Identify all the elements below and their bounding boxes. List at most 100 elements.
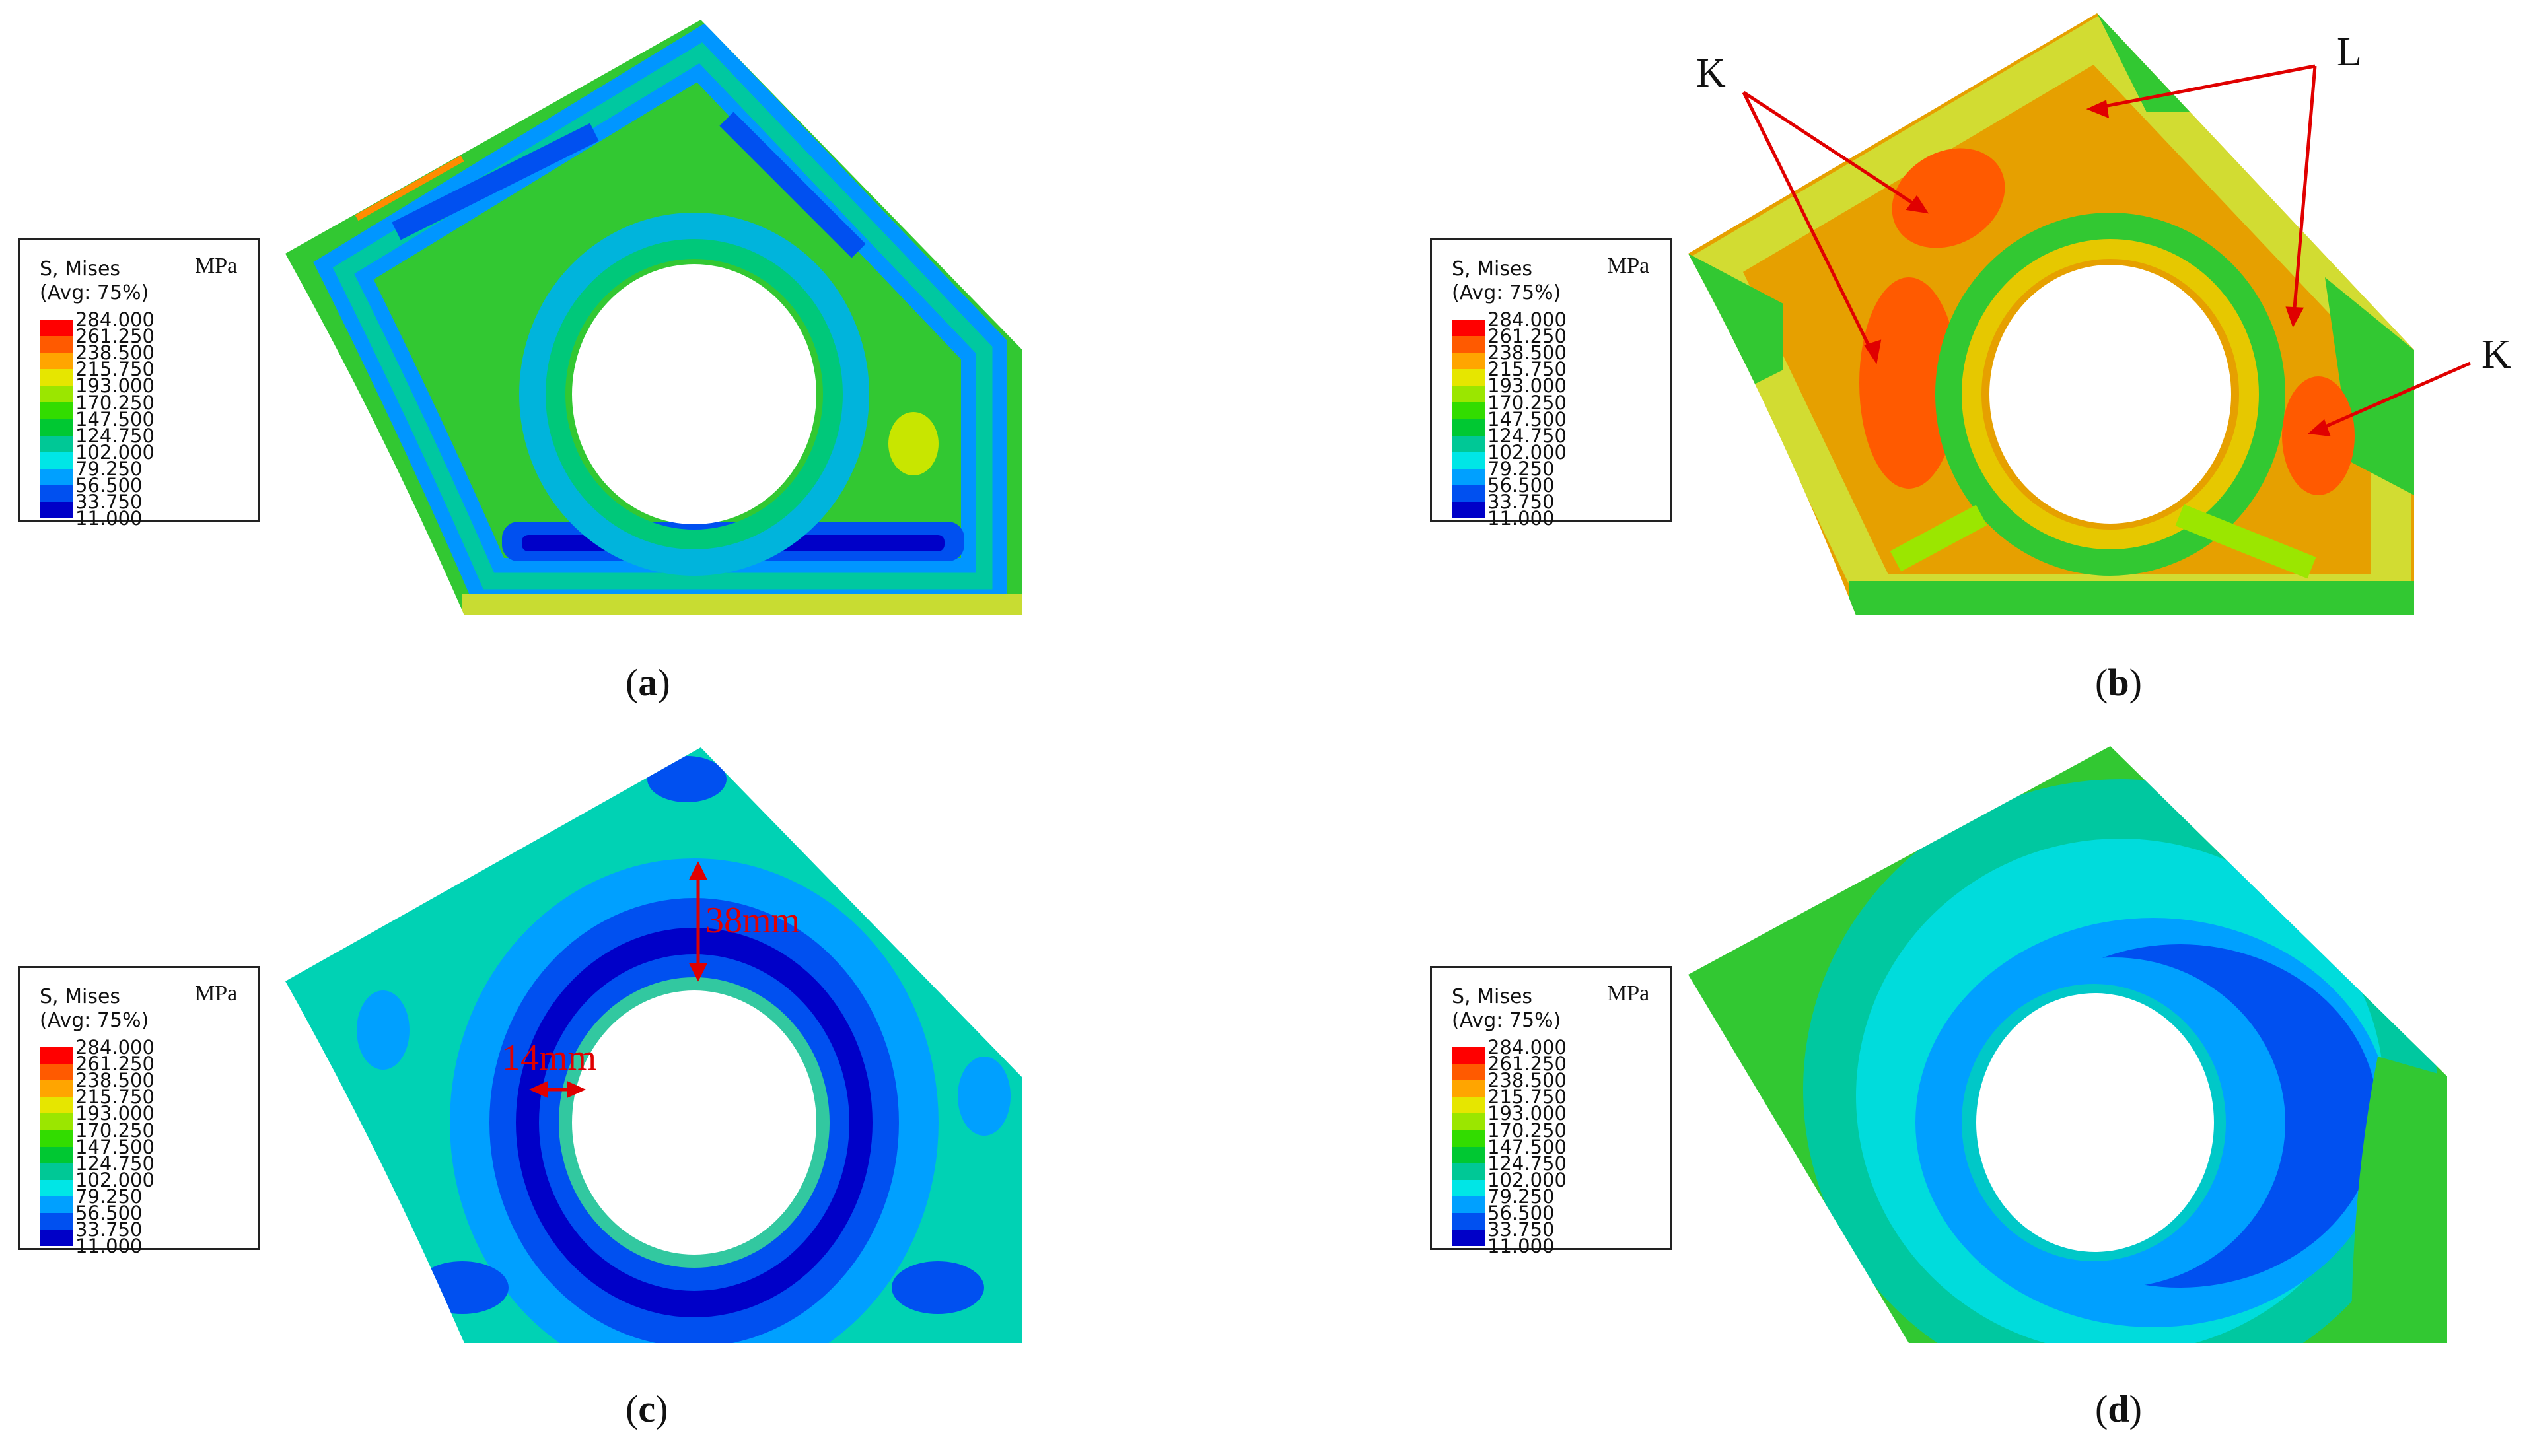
legend-value: 238.500 — [1487, 1069, 1567, 1092]
legend-swatch — [1452, 1230, 1485, 1247]
legend-value: 124.750 — [75, 424, 155, 447]
legend-swatch — [40, 1097, 73, 1114]
legend-swatch — [40, 369, 73, 386]
caption-d: (d) — [2095, 1387, 2142, 1430]
legend-value: 170.250 — [1487, 391, 1567, 414]
legend-swatch — [40, 1230, 73, 1247]
legend-value: 33.750 — [75, 1218, 143, 1241]
legend-swatch — [40, 1113, 73, 1130]
legend-value: 79.250 — [75, 1185, 143, 1208]
legend-value: 261.250 — [75, 325, 155, 348]
legend-value: 124.750 — [1487, 1152, 1567, 1175]
legend-swatch — [40, 386, 73, 403]
legend-c: S, Mises (Avg: 75%) MPa 284.000 261.250 23… — [18, 966, 260, 1256]
legend-swatch — [40, 353, 73, 370]
color-bar — [1452, 320, 1485, 519]
legend-value: 215.750 — [75, 358, 155, 381]
legend-swatch — [40, 402, 73, 419]
caption-a: (a) — [625, 661, 670, 704]
legend-value: 124.750 — [1487, 424, 1567, 447]
legend-swatch — [40, 1196, 73, 1213]
legend-value: 11.000 — [1487, 1235, 1555, 1258]
legend-title: S, Mises — [40, 985, 121, 1008]
legend-swatch — [40, 1130, 73, 1147]
legend-swatch — [1452, 485, 1485, 503]
legend-value: 215.750 — [75, 1086, 155, 1109]
annotation-l: L — [2337, 30, 2362, 75]
legend-value: 147.500 — [75, 1135, 155, 1158]
legend-swatch — [40, 1047, 73, 1064]
legend-swatch — [1452, 1212, 1485, 1230]
legend-swatch — [1452, 1130, 1485, 1147]
caption-b: (b) — [2095, 661, 2142, 704]
legend-value: 11.000 — [75, 1235, 143, 1258]
legend-swatch — [1452, 502, 1485, 519]
legend-swatch — [40, 485, 73, 503]
legend-value: 147.500 — [75, 407, 155, 431]
legend-swatch — [40, 419, 73, 436]
legend-value: 238.500 — [75, 341, 155, 364]
legend-swatch — [40, 1212, 73, 1230]
legend-swatch — [1452, 353, 1485, 370]
legend-swatch — [1452, 468, 1485, 485]
legend-value: 33.750 — [75, 491, 143, 514]
color-bar — [40, 320, 73, 519]
legend-subtitle: (Avg: 75%) — [40, 1009, 149, 1032]
legend-value: 102.000 — [75, 1168, 155, 1191]
legend-b: S, Mises (Avg: 75%) MPa 284.000 261.250 23… — [1430, 238, 1672, 528]
legend-swatch — [40, 1080, 73, 1097]
legend-value: 79.250 — [75, 457, 143, 480]
legend-title: S, Mises — [1452, 985, 1533, 1008]
legend-title: S, Mises — [1452, 258, 1533, 281]
legend-value: 102.000 — [1487, 440, 1567, 464]
legend-value: 147.500 — [1487, 407, 1567, 431]
legend-value: 261.250 — [1487, 1053, 1567, 1076]
annotation-k-right: K — [2481, 332, 2511, 377]
legend-value: 193.000 — [1487, 1102, 1567, 1125]
legend-value: 33.750 — [1487, 1218, 1555, 1241]
legend-value: 215.750 — [1487, 1086, 1567, 1109]
legend-swatch — [1452, 369, 1485, 386]
legend-swatch — [1452, 1196, 1485, 1213]
legend-value: 261.250 — [75, 1053, 155, 1076]
legend-unit: MPa — [195, 254, 238, 278]
legend-value: 193.000 — [75, 374, 155, 398]
legend-a: S, Mises (Avg: 75%) MPa 284.000 261.250 23… — [18, 238, 260, 528]
legend-value: 33.750 — [1487, 491, 1555, 514]
legend-value: 56.500 — [1487, 1202, 1555, 1224]
legend-swatch — [40, 502, 73, 519]
legend-swatch — [1452, 336, 1485, 353]
legend-swatch — [1452, 419, 1485, 436]
legend-swatch — [1452, 1146, 1485, 1163]
legend-value: 147.500 — [1487, 1135, 1567, 1158]
legend-value: 79.250 — [1487, 1185, 1555, 1208]
legend-swatch — [40, 336, 73, 353]
legend-d: S, Mises (Avg: 75%) MPa 284.000 261.250 23… — [1430, 966, 1672, 1256]
legend-value: 56.500 — [75, 474, 143, 497]
legend-swatch — [1452, 1163, 1485, 1180]
legend-subtitle: (Avg: 75%) — [40, 281, 149, 304]
legend-swatch — [1452, 386, 1485, 403]
legend-value: 193.000 — [1487, 374, 1567, 398]
legend-value: 284.000 — [1487, 308, 1567, 331]
legend-value: 284.000 — [1487, 1036, 1567, 1058]
legend-swatch — [40, 435, 73, 452]
legend-swatch — [40, 1146, 73, 1163]
legend-value: 215.750 — [1487, 358, 1567, 381]
legend-value: 11.000 — [1487, 507, 1555, 530]
legend-swatch — [40, 1064, 73, 1081]
legend-value: 284.000 — [75, 308, 155, 331]
legend-unit: MPa — [1607, 254, 1650, 278]
legend-title: S, Mises — [40, 258, 121, 281]
legend-swatch — [1452, 452, 1485, 469]
legend-swatch — [40, 1163, 73, 1180]
legend-value: 170.250 — [75, 391, 155, 414]
legend-subtitle: (Avg: 75%) — [1452, 281, 1561, 304]
dimension-14mm: 14mm — [502, 1037, 597, 1078]
legend-swatch — [40, 468, 73, 485]
color-bar — [1452, 1047, 1485, 1247]
legend-swatch — [40, 452, 73, 469]
